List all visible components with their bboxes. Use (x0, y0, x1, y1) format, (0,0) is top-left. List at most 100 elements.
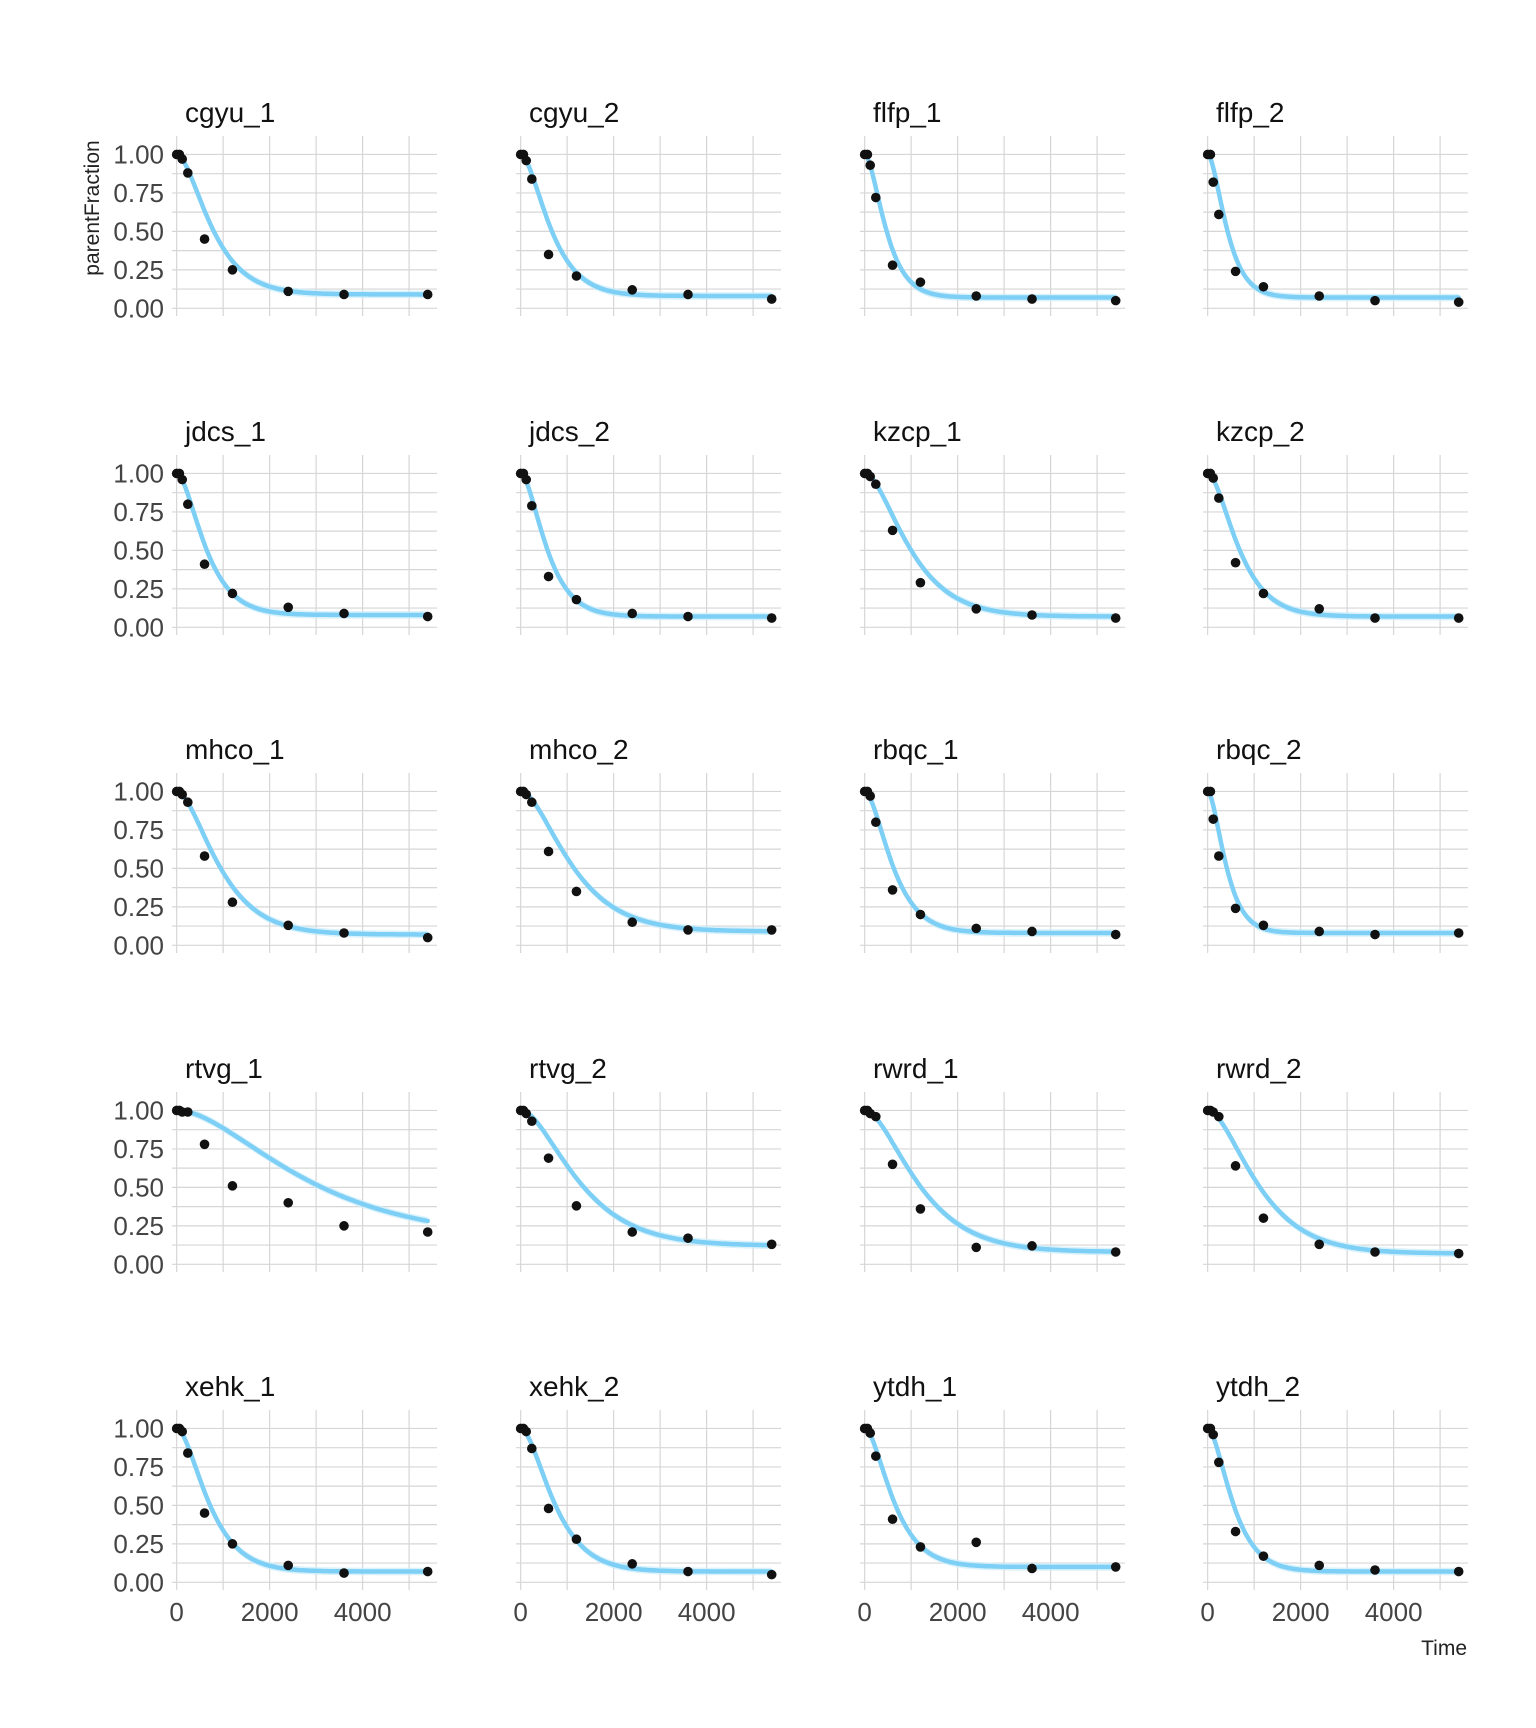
data-point (199, 559, 210, 570)
fit-line (174, 1108, 430, 1224)
panel-title: mhco_1 (185, 734, 285, 765)
data-point (1258, 281, 1269, 292)
data-point (766, 1239, 777, 1250)
y-tick-label: 0.00 (113, 1567, 164, 1597)
facet-panel-mhco_1: mhco_1 0.00 0.25 0.50 0.75 1.00 (113, 734, 437, 960)
fit-confidence-band (864, 791, 1116, 937)
data-point (1027, 926, 1037, 937)
data-point (887, 260, 898, 271)
data-point (422, 289, 433, 300)
data-point (1214, 1111, 1224, 1122)
fit-confidence-band (520, 473, 772, 621)
data-point (339, 928, 349, 938)
panel-title: rbqc_1 (873, 734, 959, 765)
data-point (971, 1242, 982, 1253)
facet-panel-rbqc_1: rbqc_1 (859, 734, 1125, 953)
panel-title: ytdh_2 (1216, 1371, 1300, 1402)
fit-line (518, 152, 774, 299)
data-point (183, 1107, 193, 1117)
facet-panel-rbqc_2: rbqc_2 (1202, 734, 1468, 953)
fit-line (518, 789, 774, 934)
facet-panel-flfp_1: flfp_1 (859, 97, 1125, 316)
data-point (862, 149, 873, 160)
facet-panel-rwrd_1: rwrd_1 (859, 1053, 1125, 1272)
y-axis-title: parentFraction (81, 140, 104, 275)
data-point (199, 1139, 210, 1150)
fit-confidence-band (864, 1428, 1116, 1571)
data-point (915, 577, 926, 588)
facet-panel-xehk_2: xehk_2 0 2000 4000 (513, 1371, 781, 1627)
data-point (283, 1197, 294, 1208)
panel-title: cgyu_1 (185, 97, 275, 128)
x-tick-label: 4000 (334, 1597, 392, 1627)
data-point (1230, 1161, 1241, 1171)
data-point (865, 791, 876, 801)
data-point (683, 1566, 693, 1577)
x-tick-label: 4000 (678, 1597, 736, 1627)
facet-panel-kzcp_1: kzcp_1 (859, 416, 1125, 635)
panel-title: jdcs_2 (528, 416, 610, 447)
y-tick-label: 0.25 (113, 1211, 164, 1241)
y-tick-label: 0.50 (113, 216, 164, 246)
facet-panel-rtvg_2: rtvg_2 (515, 1053, 781, 1272)
data-point (915, 1204, 926, 1214)
fit-confidence-band (864, 154, 1116, 302)
fit-confidence-band (1207, 1428, 1459, 1576)
data-point (766, 1569, 777, 1580)
fit-line (174, 471, 430, 618)
data-point (1208, 177, 1219, 187)
facet-panel-kzcp_2: kzcp_2 (1202, 416, 1468, 635)
data-point (1258, 1213, 1269, 1223)
y-tick-label: 1.00 (113, 1095, 164, 1125)
fit-line (1205, 152, 1461, 300)
data-point (571, 1201, 582, 1211)
fit-confidence-band (520, 1110, 772, 1250)
data-point (227, 265, 238, 275)
data-point (543, 846, 554, 857)
data-point (1027, 1563, 1037, 1574)
y-tick-label: 1.00 (113, 1413, 164, 1443)
facet-panel-rwrd_2: rwrd_2 (1202, 1053, 1468, 1272)
y-tick-label: 0.25 (113, 892, 164, 922)
fit-line (1205, 1426, 1461, 1574)
x-tick-label: 0 (513, 1597, 527, 1627)
y-tick-label: 0.25 (113, 574, 164, 604)
data-point (871, 192, 881, 203)
data-point (1110, 1247, 1121, 1257)
data-point (571, 1534, 582, 1545)
data-point (1314, 604, 1325, 614)
y-tick-label: 0.75 (113, 1134, 164, 1164)
data-point (1205, 786, 1216, 797)
panel-title: rwrd_2 (1216, 1053, 1302, 1084)
fit-line (518, 1108, 774, 1248)
data-point (971, 1537, 982, 1548)
fit-confidence-band (520, 1428, 772, 1576)
data-point (1370, 295, 1380, 306)
facet-panel-ytdh_2: ytdh_2 0 2000 4000 (1200, 1371, 1468, 1627)
y-tick-label: 0.00 (113, 930, 164, 960)
data-point (683, 611, 693, 622)
y-tick-label: 0.75 (113, 178, 164, 208)
panel-title: flfp_1 (873, 97, 942, 128)
data-point (1230, 1526, 1241, 1537)
panel-title: kzcp_2 (1216, 416, 1305, 447)
data-point (1230, 903, 1241, 914)
facet-panel-jdcs_1: jdcs_1 0.00 0.25 0.50 0.75 1.00 (113, 416, 437, 642)
facet-panel-jdcs_2: jdcs_2 (515, 416, 781, 635)
data-point (1205, 149, 1216, 160)
data-point (339, 1568, 349, 1578)
data-point (1453, 613, 1464, 623)
data-point (915, 909, 926, 920)
data-point (422, 1566, 433, 1577)
fit-confidence-band (864, 1110, 1116, 1256)
fit-line (174, 1426, 430, 1574)
data-point (627, 285, 638, 295)
data-point (527, 1443, 537, 1454)
data-point (1314, 1239, 1325, 1250)
data-point (1258, 588, 1269, 599)
data-point (915, 277, 926, 287)
facet-panel-rtvg_1: rtvg_1 0.00 0.25 0.50 0.75 1.00 (113, 1053, 437, 1279)
y-tick-label: 0.75 (113, 815, 164, 845)
data-point (1453, 297, 1464, 307)
fit-line (174, 789, 430, 937)
